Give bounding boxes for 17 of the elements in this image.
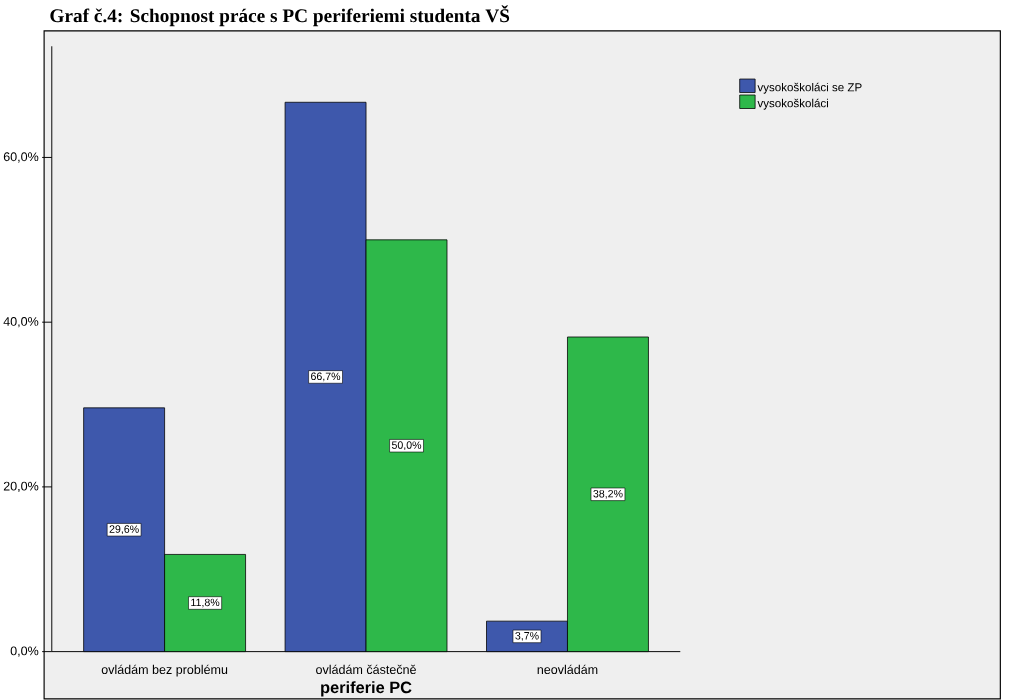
data-label: 29,6% <box>109 525 139 535</box>
x-tick-label: neovládám <box>537 664 598 675</box>
data-label: 3,7% <box>515 632 539 641</box>
data-label: 66,7% <box>311 372 341 382</box>
y-tick-label: 40,0% <box>3 317 39 328</box>
legend-label: vysokoškoláci <box>757 98 828 110</box>
y-tick-label: 20,0% <box>3 481 39 493</box>
data-label: 11,8% <box>191 598 220 608</box>
y-tick-label: 60,0% <box>3 152 39 163</box>
x-axis-title: periferie PC <box>321 681 412 697</box>
data-label: 50,0% <box>391 441 422 451</box>
data-label: 38,2% <box>593 490 623 499</box>
y-tick-label: 0,0% <box>10 646 39 657</box>
chart-title: Graf č.4: Schopnost práce s PC periferiemi studenta VŠ <box>50 5 510 27</box>
x-tick-label: ovládám bez problému <box>101 664 228 677</box>
x-tick-label: ovládám částečně <box>316 664 416 675</box>
legend-label: vysokoškoláci se ZP <box>757 82 862 94</box>
